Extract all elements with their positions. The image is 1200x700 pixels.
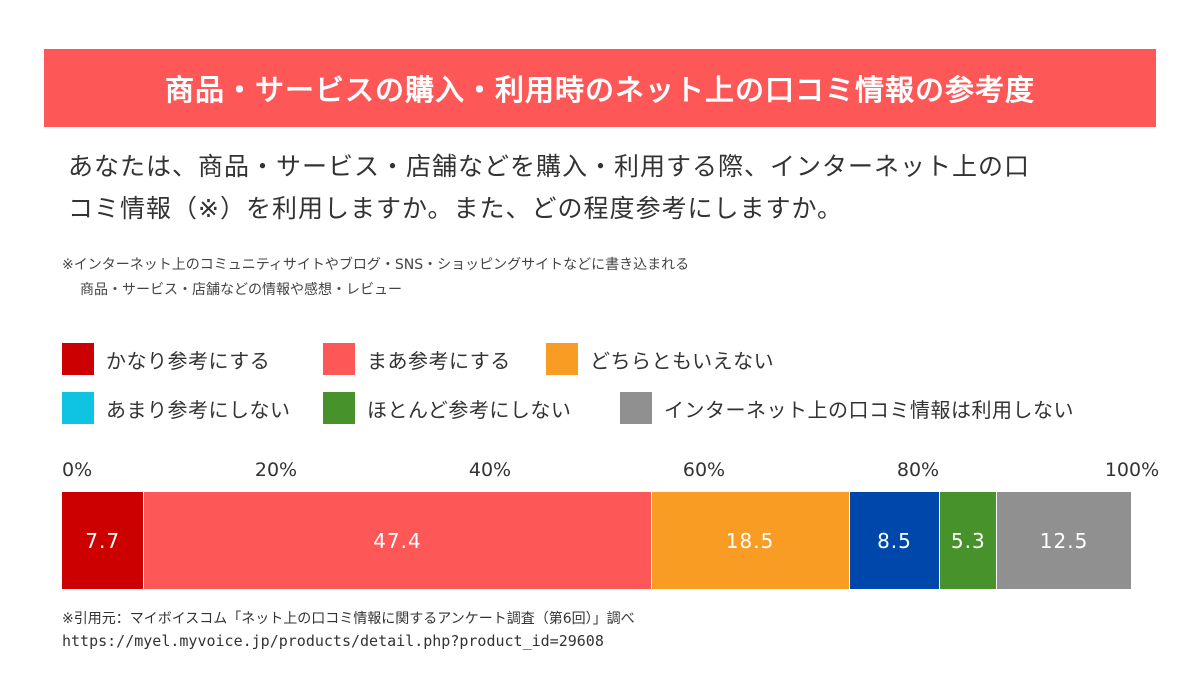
legend-item-somewhat: まあ参考にする (323, 343, 511, 375)
legend-item-not-much: あまり参考にしない (62, 392, 291, 424)
x-axis-tick-label: 40% (468, 459, 512, 481)
x-axis-tick-label: 100% (1104, 459, 1160, 481)
legend-item-not-used: インターネット上の口コミ情報は利用しない (620, 392, 1074, 424)
x-axis-tick-label: 20% (254, 459, 298, 481)
stacked-bar: 7.7 47.4 18.5 8.5 5.3 12.5 (62, 492, 1132, 589)
survey-question: あなたは、商品・サービス・店舗などを購入・利用する際、インターネット上の口 コミ… (68, 146, 1158, 230)
note-line-2: 商品・サービス・店舗などの情報や感想・レビュー (80, 282, 402, 298)
legend-item-very-much: かなり参考にする (62, 343, 270, 375)
note-line-1: ※インターネット上のコミュニティサイトやブログ・SNS・ショッピングサイトなどに… (62, 257, 690, 273)
legend-label-not-much: あまり参考にしない (106, 397, 291, 422)
question-line-2: コミ情報（※）を利用しますか。また、どの程度参考にしますか。 (68, 194, 843, 223)
legend-swatch-very-much (62, 343, 94, 375)
legend-label-hardly: ほとんど参考にしない (367, 397, 572, 422)
title-banner: 商品・サービスの購入・利用時のネット上の口コミ情報の参考度 (44, 49, 1156, 127)
legend-swatch-neutral (546, 343, 578, 375)
source-url: https://myel.myvoice.jp/products/detail.… (62, 632, 604, 650)
bar-segment: 8.5 (849, 492, 941, 589)
legend-label-very-much: かなり参考にする (106, 348, 271, 373)
bar-value-label: 12.5 (1039, 528, 1089, 553)
bar-segment: 47.4 (144, 492, 652, 589)
legend-label-somewhat: まあ参考にする (367, 348, 511, 373)
legend-swatch-not-much (62, 392, 94, 424)
bar-segment: 7.7 (62, 492, 145, 589)
source-citation: ※引用元：マイボイスコム「ネット上の口コミ情報に関するアンケート調査（第6回）」… (62, 608, 635, 652)
legend-item-hardly: ほとんど参考にしない (323, 392, 571, 424)
legend-swatch-not-used (620, 392, 652, 424)
legend-item-neutral: どちらともいえない (546, 343, 774, 375)
legend-label-neutral: どちらともいえない (590, 348, 775, 373)
bar-value-label: 8.5 (877, 528, 912, 553)
bar-segment: 5.3 (940, 492, 998, 589)
legend-swatch-hardly (323, 392, 355, 424)
question-line-1: あなたは、商品・サービス・店舗などを購入・利用する際、インターネット上の口 (68, 152, 1031, 181)
bar-value-label: 18.5 (725, 528, 775, 553)
x-axis-tick-label: 60% (682, 459, 726, 481)
bar-segment: 18.5 (651, 492, 850, 589)
legend-swatch-somewhat (323, 343, 355, 375)
legend-label-not-used: インターネット上の口コミ情報は利用しない (664, 397, 1074, 422)
x-axis-tick-label: 0% (62, 459, 93, 481)
bar-value-label: 47.4 (373, 528, 422, 553)
bar-value-label: 5.3 (950, 528, 986, 553)
source-line: ※引用元：マイボイスコム「ネット上の口コミ情報に関するアンケート調査（第6回）」… (62, 611, 635, 627)
x-axis-tick-label: 80% (896, 459, 940, 481)
definition-note: ※インターネット上のコミュニティサイトやブログ・SNS・ショッピングサイトなどに… (62, 253, 689, 303)
bar-segment: 12.5 (997, 492, 1131, 589)
bar-value-label: 7.7 (85, 528, 121, 553)
chart-title: 商品・サービスの購入・利用時のネット上の口コミ情報の参考度 (164, 73, 1035, 107)
